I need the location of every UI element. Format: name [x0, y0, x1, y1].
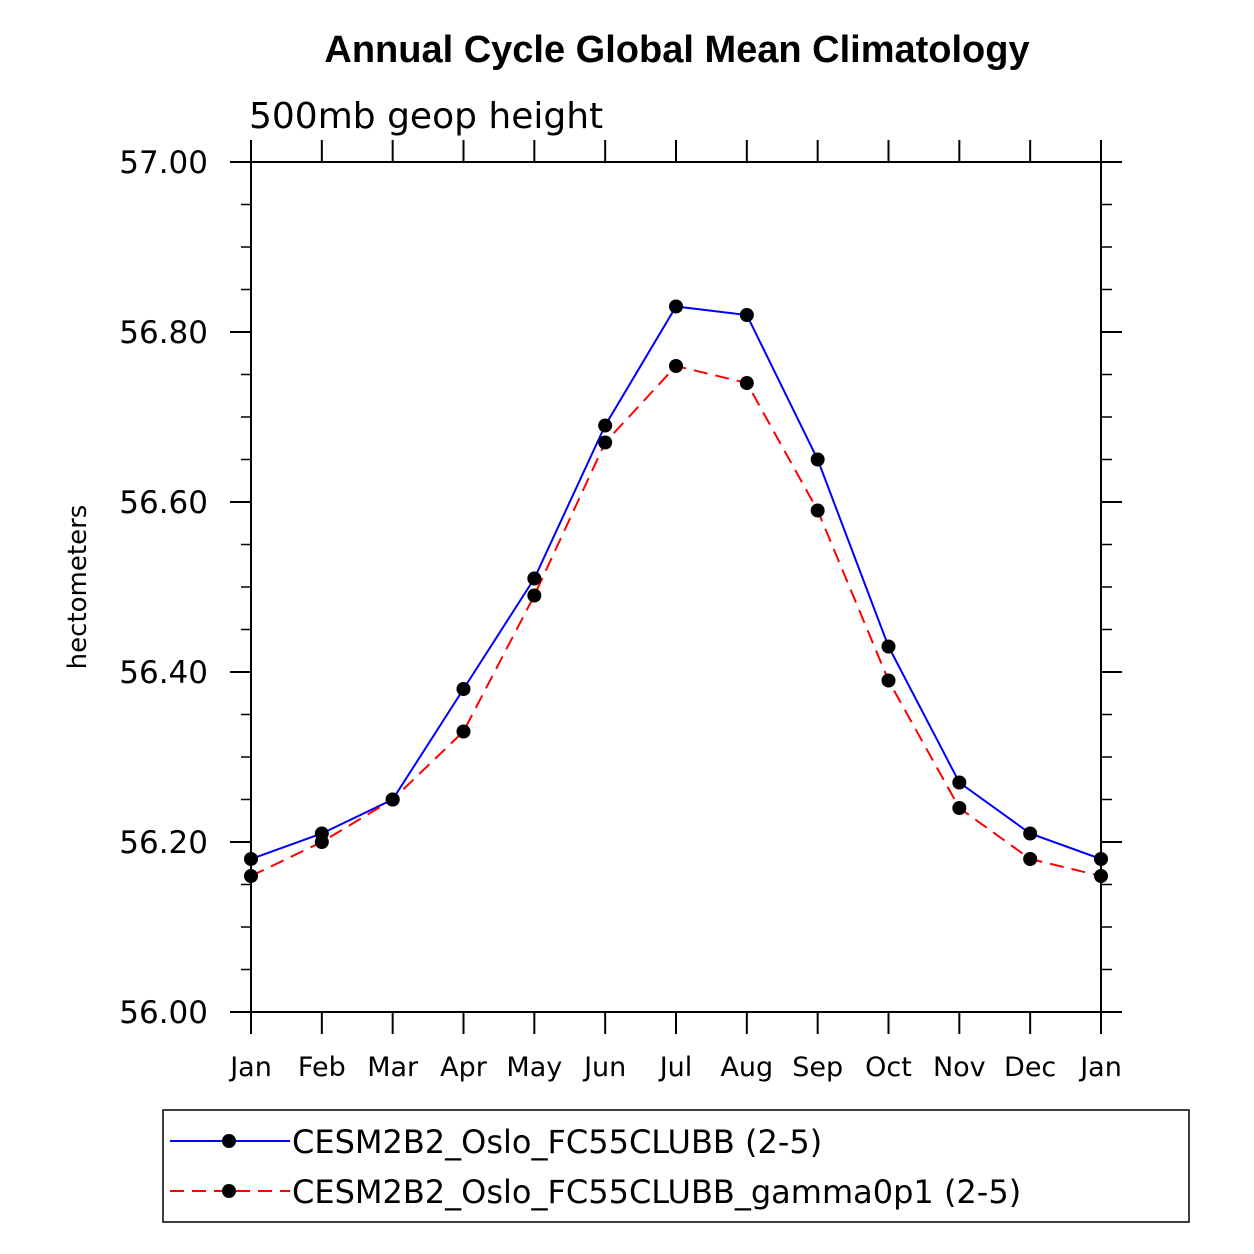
data-point	[1094, 852, 1108, 866]
legend-label: CESM2B2_Oslo_FC55CLUBB (2-5)	[292, 1123, 822, 1161]
plot-frame	[250, 161, 1102, 1013]
data-point	[952, 801, 967, 815]
data-point	[881, 639, 896, 654]
y-tick-label: 56.20	[119, 825, 208, 861]
data-point	[810, 503, 825, 518]
data-point	[456, 724, 471, 739]
x-tick-label: Jun	[582, 1052, 626, 1083]
data-point	[527, 571, 542, 586]
data-point	[1094, 869, 1108, 883]
chart-subtitle: 500mb geop height	[249, 96, 603, 137]
x-tick-label: Jan	[228, 1052, 272, 1083]
data-point	[314, 835, 329, 849]
y-tick-label: 56.80	[119, 315, 208, 351]
legend-marker	[222, 1184, 236, 1198]
y-tick-label: 56.60	[119, 485, 208, 521]
x-tick-label: May	[506, 1052, 562, 1083]
data-point	[739, 376, 754, 390]
x-tick-label: Apr	[440, 1052, 488, 1083]
data-point	[244, 852, 258, 866]
legend-label: CESM2B2_Oslo_FC55CLUBB_gamma0p1 (2-5)	[292, 1173, 1021, 1211]
y-tick-label: 56.00	[119, 995, 208, 1031]
legend-box	[162, 1109, 1190, 1223]
x-tick-label: Jul	[658, 1052, 693, 1083]
data-point	[456, 682, 471, 696]
data-point	[385, 792, 400, 807]
chart-title: Annual Cycle Global Mean Climatology	[324, 29, 1029, 71]
data-point	[1023, 852, 1038, 866]
x-tick-label: Feb	[298, 1052, 346, 1083]
y-tick-label: 56.40	[119, 655, 208, 691]
x-tick-label: Nov	[933, 1052, 986, 1083]
data-point	[1023, 826, 1038, 841]
data-point	[739, 308, 754, 322]
data-point	[598, 435, 613, 450]
x-tick-label: Dec	[1004, 1052, 1056, 1083]
x-tick-label: Mar	[367, 1052, 419, 1083]
y-tick-label: 57.00	[119, 145, 208, 181]
series-line-2	[250, 364, 1102, 877]
x-tick-label: Oct	[865, 1052, 912, 1083]
data-point	[669, 359, 683, 373]
data-point	[669, 299, 683, 314]
data-point	[244, 869, 258, 883]
data-point	[527, 588, 542, 603]
data-point	[881, 673, 896, 688]
x-tick-label: Aug	[720, 1052, 773, 1083]
y-axis-label: hectometers	[63, 505, 93, 670]
x-tick-label: Jan	[1078, 1052, 1122, 1083]
data-point	[952, 775, 967, 790]
series-line-1	[250, 305, 1102, 860]
legend-marker	[222, 1134, 236, 1148]
data-point	[598, 418, 613, 433]
data-point	[810, 452, 825, 467]
x-tick-label: Sep	[792, 1052, 843, 1083]
